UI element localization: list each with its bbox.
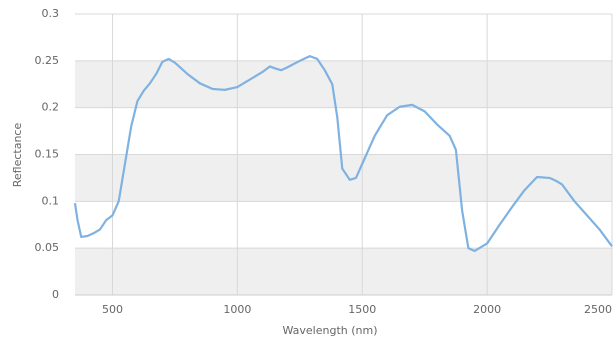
x-tick-label: 500	[102, 303, 123, 316]
x-tick-label: 2500	[584, 303, 612, 316]
y-tick-label: 0.25	[35, 54, 60, 67]
x-tick-label: 1000	[223, 303, 251, 316]
y-tick-label: 0.2	[42, 101, 60, 114]
x-tick-label: 2000	[473, 303, 501, 316]
y-tick-label: 0	[52, 288, 59, 301]
x-tick-label: 1500	[348, 303, 376, 316]
bands	[75, 60, 612, 295]
band	[75, 154, 612, 202]
y-tick-label: 0.1	[42, 194, 60, 207]
y-tick-label: 0.15	[35, 148, 60, 161]
band	[75, 248, 612, 295]
y-tick-label: 0.3	[42, 7, 60, 20]
y-tick-label: 0.05	[35, 241, 60, 254]
x-axis-label: Wavelength (nm)	[282, 324, 377, 337]
data-line	[73, 55, 613, 253]
band	[75, 60, 612, 108]
y-axis-label: Reflectance	[11, 123, 24, 188]
